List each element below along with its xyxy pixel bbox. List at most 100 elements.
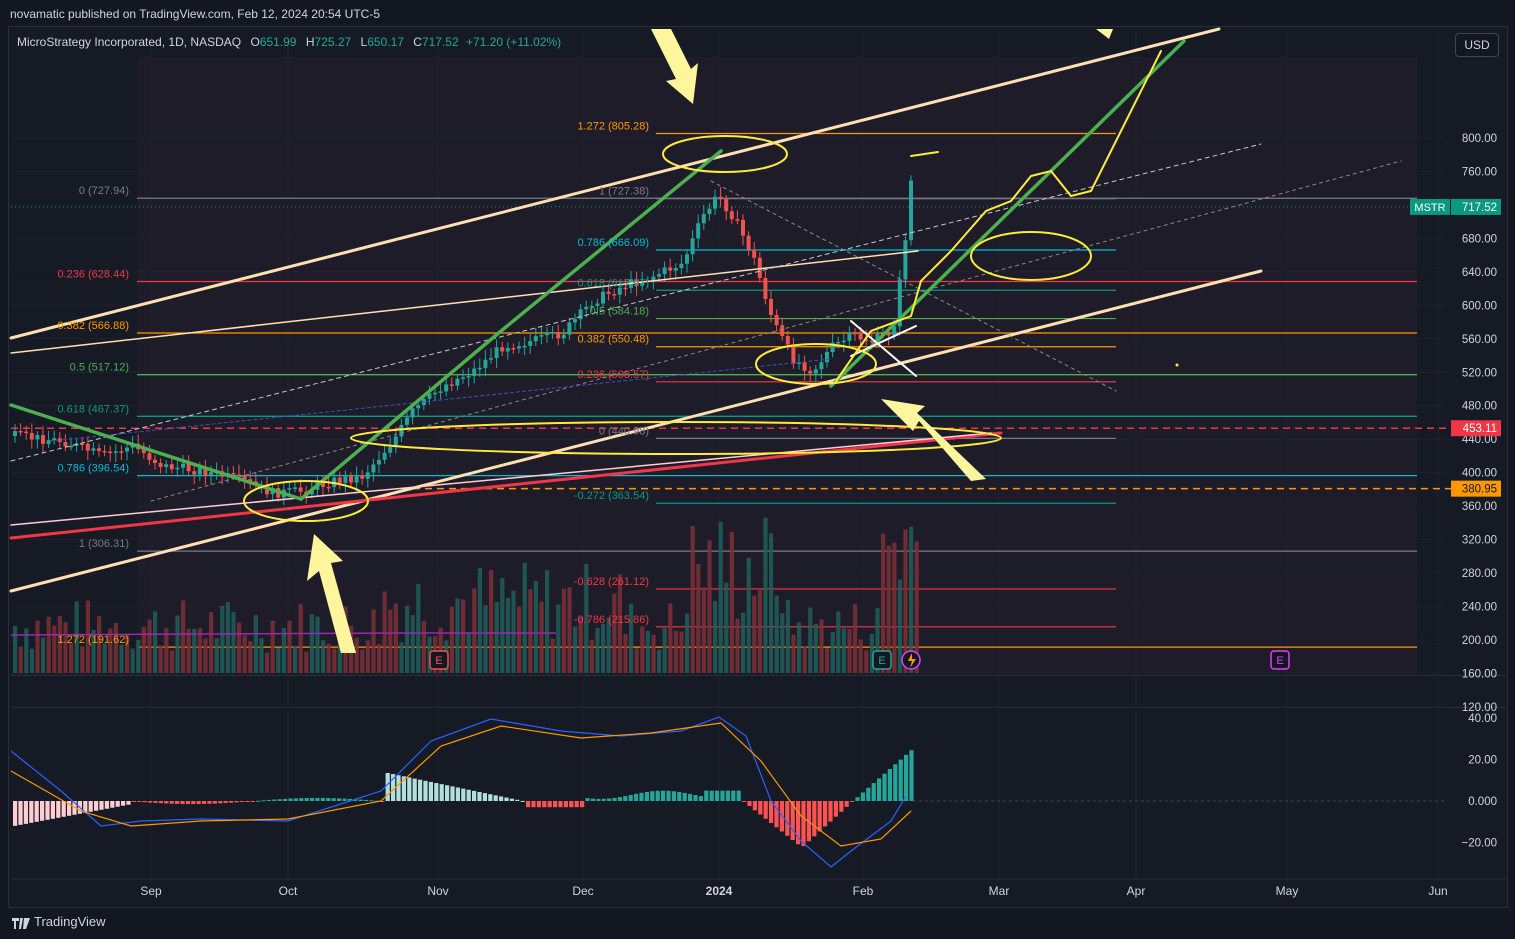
macd-histogram-bar	[698, 796, 703, 801]
volume-bar	[858, 639, 863, 673]
macd-histogram-bar	[34, 801, 39, 822]
macd-histogram-bar	[439, 784, 444, 801]
macd-histogram-bar	[50, 801, 55, 819]
volume-bar	[780, 613, 785, 673]
macd-histogram-bar	[509, 798, 514, 801]
macd-histogram-bar	[104, 801, 109, 809]
volume-bar	[707, 540, 712, 673]
volume-bar	[265, 652, 270, 673]
symbol-name: MicroStrategy Incorporated, 1D, NASDAQ	[17, 35, 242, 49]
volume-bar	[35, 620, 40, 673]
chart-canvas[interactable]: EEE 800.00760.00720.00680.00640.00600.00…	[9, 27, 1507, 907]
volume-bar	[304, 651, 309, 673]
macd-histogram-bar	[482, 793, 487, 801]
macd-histogram-bar	[806, 801, 811, 842]
macd-histogram-bar	[110, 801, 115, 808]
volume-bar	[729, 531, 734, 673]
candle-body	[847, 332, 852, 341]
macd-histogram-bar	[758, 801, 763, 815]
candle-body	[864, 339, 869, 341]
volume-layer	[10, 517, 919, 673]
volume-bar	[214, 638, 219, 673]
channel-lower	[9, 269, 1263, 593]
volume-bar	[237, 622, 242, 673]
candle-body	[298, 487, 303, 492]
volume-bar	[914, 541, 919, 673]
candle-body	[489, 358, 493, 360]
candle-body	[746, 235, 751, 250]
fib-right-label-3: 0.618 (617.97)	[577, 277, 649, 289]
candle-body	[433, 392, 437, 395]
red-trend-thin	[10, 432, 992, 526]
volume-bar	[718, 521, 723, 673]
candle-body	[102, 450, 107, 453]
macd-histogram-bar	[801, 801, 806, 847]
candle-body	[287, 488, 292, 490]
red-trend-line	[9, 431, 1003, 540]
fib-right-label-4: 0.5 (584.18)	[590, 306, 649, 318]
macd-histogram-bar	[590, 798, 595, 801]
macd-histogram-bar	[396, 775, 401, 801]
candle-body	[769, 298, 773, 315]
close-value: 717.52	[421, 35, 459, 49]
candle-body	[494, 347, 499, 359]
volume-bar	[477, 568, 482, 673]
candle-body	[578, 309, 583, 320]
candle-body	[763, 277, 768, 299]
candle-body	[427, 393, 432, 399]
macd-histogram-bar	[461, 788, 466, 801]
volume-bar	[606, 617, 611, 673]
candle-body	[505, 348, 510, 352]
macd-histogram-bar	[380, 801, 385, 802]
macd-histogram-bar	[747, 801, 752, 807]
currency-button[interactable]: USD	[1455, 33, 1499, 57]
fib-left-label-0: 0 (727.94)	[79, 185, 129, 197]
price-tick-6: 560.00	[1462, 334, 1497, 346]
volume-bar	[847, 628, 852, 673]
volume-bar	[80, 646, 85, 673]
macd-histogram-bar	[860, 792, 865, 801]
macd-histogram-bar	[67, 801, 72, 816]
x-tick-4: 2024	[706, 884, 733, 898]
candle-body	[668, 267, 673, 271]
macd-layer	[10, 716, 1446, 868]
tradingview-logo-icon	[12, 917, 30, 929]
volume-bar	[634, 648, 639, 673]
candle-body	[511, 348, 516, 350]
volume-bar	[746, 557, 751, 673]
volume-bar	[209, 612, 214, 673]
price-tick-13: 280.00	[1462, 568, 1497, 580]
price-tick-0: 800.00	[1462, 133, 1497, 145]
volume-bar	[281, 627, 286, 673]
volume-bar	[886, 545, 891, 673]
macd-histogram-bar	[596, 798, 601, 801]
price-tick-8: 480.00	[1462, 401, 1497, 413]
price-tag-1: 453.11	[1463, 423, 1497, 435]
macd-histogram-bar	[790, 801, 795, 841]
volume-bar	[388, 609, 393, 673]
macd-histogram-bar	[239, 801, 244, 802]
volume-bar	[802, 646, 807, 673]
macd-histogram-bar	[56, 801, 61, 818]
macd-histogram-bar	[526, 801, 531, 808]
candle-body	[97, 448, 101, 451]
candle-body	[472, 368, 477, 377]
candle-body	[690, 238, 695, 255]
macd-histogram-bar	[671, 791, 676, 801]
candle-body	[595, 303, 600, 307]
macd-histogram-bar	[547, 801, 552, 808]
candle-body	[685, 254, 689, 264]
chart-frame[interactable]: EEE 800.00760.00720.00680.00640.00600.00…	[8, 26, 1508, 908]
candle-body	[606, 291, 611, 294]
candle-body	[24, 431, 29, 434]
fib-left-label-1: 0.236 (628.44)	[57, 268, 129, 280]
macd-histogram-bar	[477, 791, 482, 801]
macd-histogram-bar	[580, 801, 585, 808]
volume-bar	[881, 533, 886, 673]
macd-histogram-bar	[288, 798, 293, 801]
volume-bar	[819, 619, 824, 673]
volume-bar	[897, 579, 902, 673]
candle-body	[707, 208, 712, 214]
macd-histogram-bar	[774, 801, 779, 828]
fib-zone-background	[137, 57, 1417, 673]
